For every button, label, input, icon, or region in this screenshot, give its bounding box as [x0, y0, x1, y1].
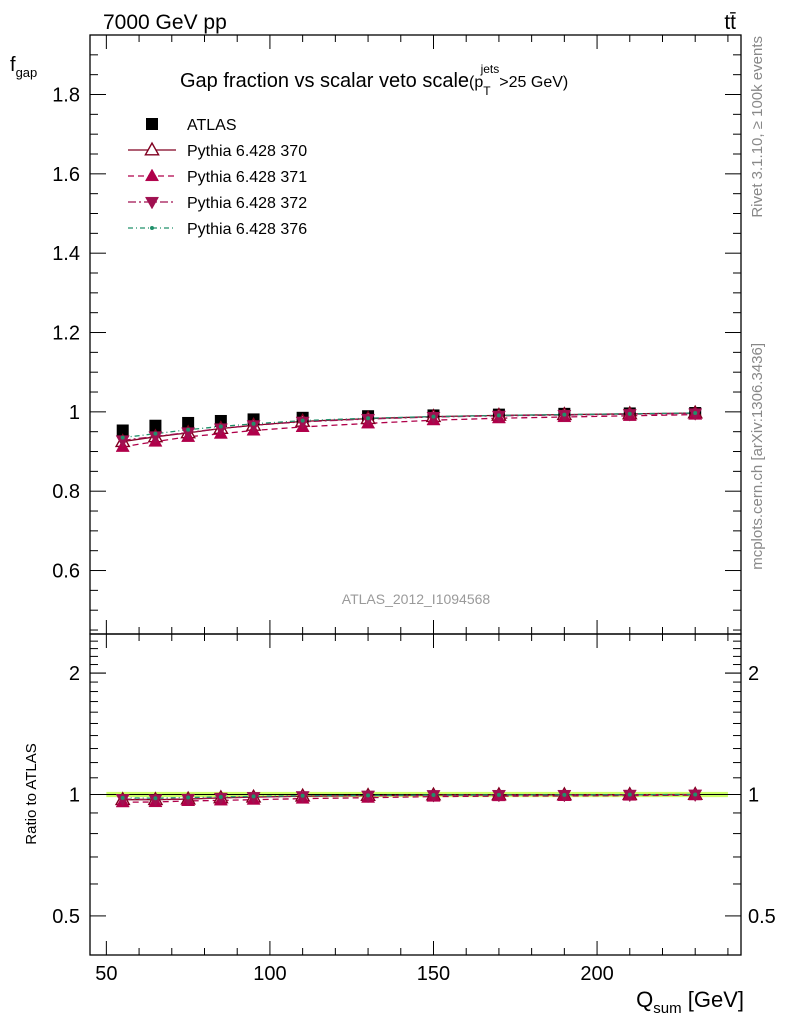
source-label: mcplots.cern.ch [arXiv:1306.3436]: [749, 343, 766, 570]
ratio-data-point: [115, 794, 130, 807]
main-data-point: [562, 412, 567, 417]
main-series-line-3: [122, 412, 696, 442]
legend-label: Pythia 6.428 370: [187, 143, 307, 160]
main-data-point: [186, 427, 191, 432]
main-y-tick-label: 1.2: [52, 323, 80, 345]
main-y-tick-label: 1: [69, 402, 80, 424]
ratio-data-point: [148, 794, 163, 807]
ratio-data-point: [562, 792, 567, 797]
main-series-line-4: [122, 412, 696, 439]
legend-label: Pythia 6.428 371: [187, 169, 307, 186]
ratio-y-tick-label: 0.5: [52, 906, 80, 928]
main-data-point: [693, 411, 698, 416]
legend-label: Pythia 6.428 376: [187, 221, 307, 238]
main-data-point: [218, 424, 223, 429]
legend-marker: [144, 168, 160, 182]
main-data-point: [115, 435, 130, 448]
energy-label: 7000 GeV pp: [103, 11, 227, 34]
ratio-data-point: [627, 792, 632, 797]
main-y-tick-label: 1.4: [52, 243, 80, 265]
ratio-y-tick-label-right: 1: [748, 785, 759, 807]
main-y-tick-label: 0.6: [52, 561, 80, 583]
legend-label: ATLAS: [187, 117, 237, 134]
main-data-point: [120, 435, 125, 440]
ratio-series-line-2: [122, 794, 696, 803]
ratio-data-point: [366, 793, 371, 798]
ratio-y-axis-label: Ratio to ATLAS: [23, 743, 40, 844]
main-data-point: [431, 414, 436, 419]
ratio-data-point: [496, 792, 501, 797]
main-data-point: [213, 423, 228, 436]
main-y-axis-label: fgap: [10, 54, 37, 80]
ratio-data-point: [181, 793, 196, 807]
main-data-point: [300, 418, 305, 423]
rivet-version-label: Rivet 3.1.10, ≥ 100k events: [749, 36, 766, 218]
main-data-point: [148, 431, 163, 444]
main-chart-title: Gap fraction vs scalar veto scale(pTjets…: [180, 62, 568, 98]
process-label: tt̄: [724, 11, 736, 34]
ratio-data-point: [186, 795, 191, 800]
x-tick-label: 150: [417, 963, 450, 985]
main-y-tick-label: 0.8: [52, 481, 80, 503]
legend-marker: [146, 118, 158, 130]
main-data-point: [116, 424, 129, 437]
main-data-point: [295, 416, 310, 430]
main-data-point: [251, 421, 256, 426]
main-data-point: [627, 411, 632, 416]
x-tick-label: 200: [580, 963, 613, 985]
ratio-y-tick-label: 1: [69, 785, 80, 807]
ratio-data-point: [218, 794, 223, 799]
legend-marker: [144, 196, 160, 210]
ratio-y-tick-label: 2: [69, 663, 80, 685]
ratio-data-point: [431, 793, 436, 798]
main-data-point: [181, 427, 196, 440]
main-data-point: [149, 419, 162, 432]
main-data-point: [246, 420, 261, 433]
main-data-point: [153, 431, 158, 436]
analysis-id-label: ATLAS_2012_I1094568: [342, 591, 491, 607]
ratio-series-line-4: [122, 793, 696, 799]
ratio-data-point: [120, 795, 125, 800]
x-tick-label: 100: [253, 963, 286, 985]
main-y-tick-label: 1.6: [52, 164, 80, 186]
ratio-data-point: [153, 796, 158, 801]
main-data-point: [366, 416, 371, 421]
ratio-data-point: [300, 793, 305, 798]
legend-marker: [150, 226, 154, 230]
legend-label: Pythia 6.428 372: [187, 195, 307, 212]
legend-marker: [144, 141, 160, 156]
ratio-y-tick-label-right: 2: [748, 663, 759, 685]
main-data-point: [496, 413, 501, 418]
ratio-data-point: [693, 792, 698, 797]
x-tick-label: 50: [95, 963, 117, 985]
main-y-tick-label: 1.8: [52, 85, 80, 107]
ratio-y-tick-label-right: 0.5: [748, 906, 776, 928]
main-data-point: [182, 416, 195, 429]
ratio-data-point: [251, 794, 256, 799]
x-axis-label: Qsum [GeV]: [636, 987, 744, 1017]
